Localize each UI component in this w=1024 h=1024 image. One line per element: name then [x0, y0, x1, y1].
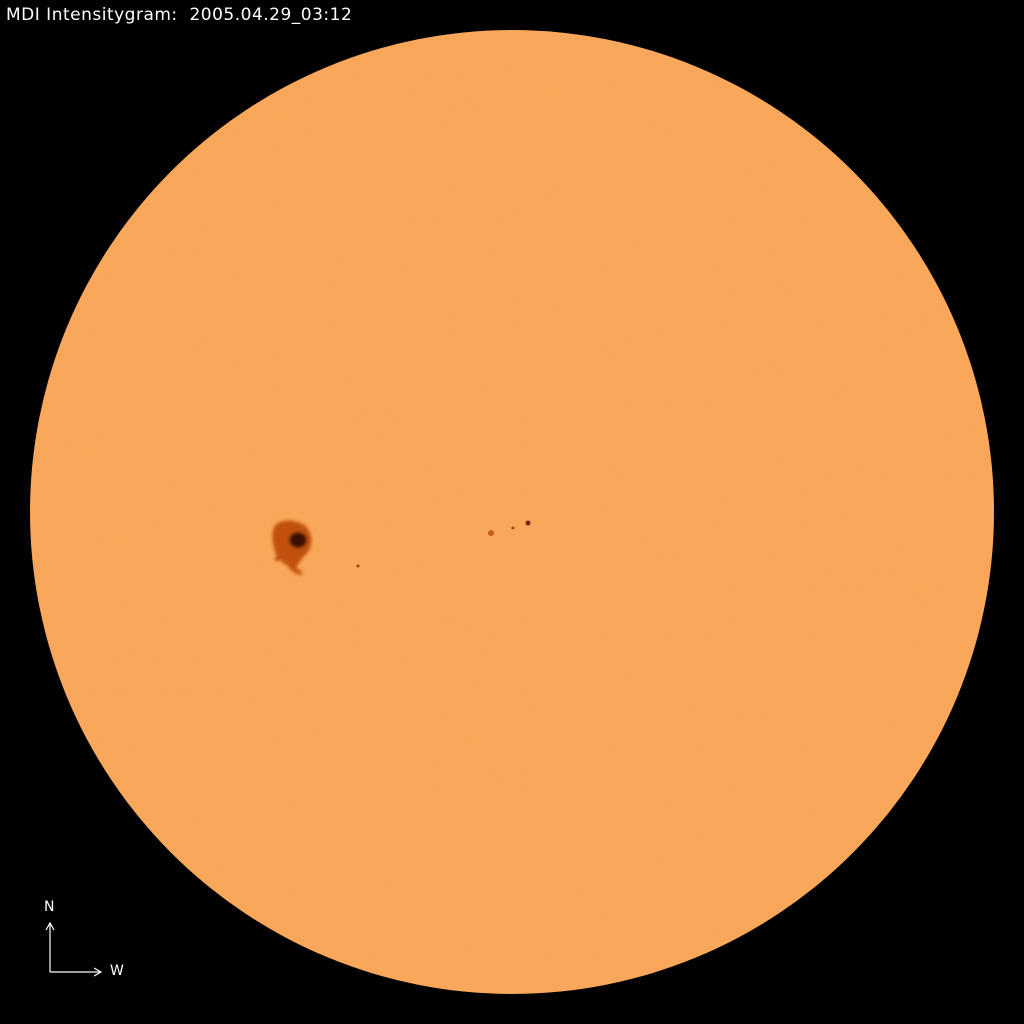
sunspot-small [488, 530, 494, 536]
compass-arrows [45, 921, 103, 977]
sunspot-group-east [272, 520, 312, 575]
image-title: MDI Intensitygram: 2005.04.29_03:12 [6, 5, 353, 25]
sunspot-small [511, 526, 515, 530]
compass-north-label: N [44, 899, 55, 915]
compass-west-label: W [110, 963, 124, 979]
sunspot-small [525, 520, 531, 526]
granulation-texture [30, 30, 994, 994]
sunspot-small [356, 564, 360, 568]
